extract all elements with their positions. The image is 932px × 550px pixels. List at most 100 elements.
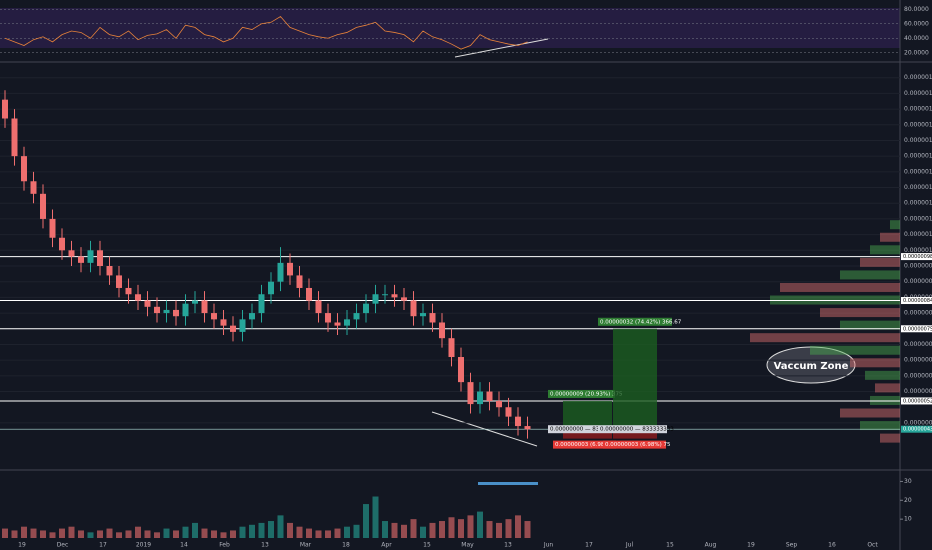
- volume-bar: [315, 530, 322, 538]
- volume-tick-label: 20: [904, 497, 912, 504]
- x-tick-label: May: [461, 542, 474, 549]
- candle-body: [40, 193, 46, 219]
- volume-bar: [391, 522, 398, 538]
- candle-body: [420, 313, 426, 317]
- x-tick-label: Feb: [219, 542, 230, 549]
- volume-bar: [68, 526, 75, 538]
- y-tick-label: 0.00000045: [904, 419, 932, 426]
- volume-tick-label: 10: [904, 516, 912, 523]
- volume-bar: [372, 496, 379, 538]
- candle-body: [486, 391, 493, 401]
- x-tick-label: 14: [180, 542, 188, 549]
- x-tick-label: Dec: [57, 542, 69, 549]
- candle-body: [391, 294, 398, 298]
- volume-bar: [429, 522, 436, 538]
- rsi-tick-label: 40.0000: [904, 35, 929, 42]
- x-tick-label: 2019: [136, 542, 151, 549]
- level-label: 0.00000098: [903, 254, 932, 260]
- y-tick-label: 0.00000105: [904, 231, 932, 238]
- volume-profile-bar: [860, 421, 900, 431]
- y-tick-label: 0.00000150: [904, 90, 932, 97]
- x-tick-label: Jul: [625, 542, 634, 549]
- volume-bar: [439, 521, 445, 538]
- volume-bar: [173, 530, 179, 538]
- volume-profile-bar: [820, 308, 900, 318]
- candle-body: [315, 300, 322, 314]
- candle-body: [11, 118, 18, 157]
- candle-body: [68, 250, 75, 257]
- candle-body: [496, 400, 502, 408]
- x-tick-label: Apr: [381, 542, 392, 549]
- volume-profile-bar: [890, 220, 900, 230]
- volume-bar: [59, 528, 65, 538]
- candle-body: [458, 357, 464, 383]
- volume-bar: [154, 532, 160, 538]
- candle-body: [220, 319, 227, 326]
- volume-bar: [448, 517, 455, 538]
- volume-bar: [306, 528, 312, 538]
- x-tick-label: 13: [261, 542, 269, 549]
- volume-bar: [467, 515, 474, 538]
- candle-body: [334, 322, 341, 326]
- candle-body: [144, 300, 151, 307]
- volume-bar: [268, 521, 274, 538]
- volume-profile-bar: [840, 270, 900, 280]
- level-label-box: [901, 325, 932, 333]
- stop-zone: [613, 429, 657, 439]
- candle-body: [401, 297, 407, 301]
- volume-bar: [344, 526, 350, 538]
- volume-bar: [182, 526, 189, 538]
- x-tick-label: Mar: [300, 542, 312, 549]
- target-label: 0.00000032 (74.42%) 366.67: [600, 319, 682, 325]
- candle-body: [448, 338, 455, 358]
- volume-bar: [401, 524, 407, 538]
- volume-bar: [458, 519, 464, 538]
- entry-label: 0.00000000 — 833333333: [600, 427, 674, 433]
- volume-profile-bar: [780, 282, 900, 292]
- level-label-box: [901, 253, 932, 261]
- entry-label: 0.00000000 — 833333: [550, 427, 614, 433]
- y-tick-label: 0.00000095: [904, 263, 932, 270]
- candle-body: [353, 313, 360, 320]
- volume-profile-bar: [840, 408, 900, 418]
- volume-bar: [11, 530, 18, 538]
- volume-bar: [382, 521, 388, 538]
- volume-bar: [524, 521, 531, 538]
- zone-ellipse: [766, 346, 856, 384]
- x-tick-label: 13: [504, 542, 512, 549]
- volume-bar: [116, 532, 122, 538]
- x-tick-label: 15: [666, 542, 674, 549]
- candle-body: [87, 250, 94, 263]
- candle-body: [230, 325, 236, 332]
- rsi-tick-label: 20.0000: [904, 49, 929, 56]
- candle-body: [372, 294, 379, 304]
- volume-bar: [486, 521, 493, 538]
- volume-bar: [220, 532, 227, 538]
- candle-body: [410, 300, 417, 317]
- y-tick-label: 0.00000125: [904, 168, 932, 175]
- volume-bar: [40, 530, 46, 538]
- target-label-box: [548, 389, 615, 398]
- volume-profile-bar: [750, 333, 900, 343]
- y-tick-label: 0.00000065: [904, 357, 932, 364]
- level-label-box: [901, 397, 932, 405]
- candle-body: [287, 262, 293, 276]
- rsi-tick-label: 80.0000: [904, 6, 929, 13]
- candle-body: [239, 319, 246, 332]
- candle-body: [182, 303, 189, 317]
- volume-bar: [163, 528, 170, 538]
- volume-tick-label: 30: [904, 478, 912, 485]
- candle-body: [106, 266, 113, 276]
- entry-label-box: [598, 425, 667, 434]
- rsi-tick-label: 60.0000: [904, 20, 929, 27]
- stop-label: 0.00000003 (6.98%) 75: [605, 442, 671, 448]
- rsi-line: [4, 15, 528, 50]
- candle-body: [163, 309, 170, 314]
- candle-body: [192, 300, 198, 304]
- candle-body: [154, 306, 160, 314]
- candle-body: [467, 382, 474, 405]
- candle-body: [363, 303, 369, 314]
- volume-bar: [420, 526, 426, 538]
- rsi-band: [0, 8, 900, 48]
